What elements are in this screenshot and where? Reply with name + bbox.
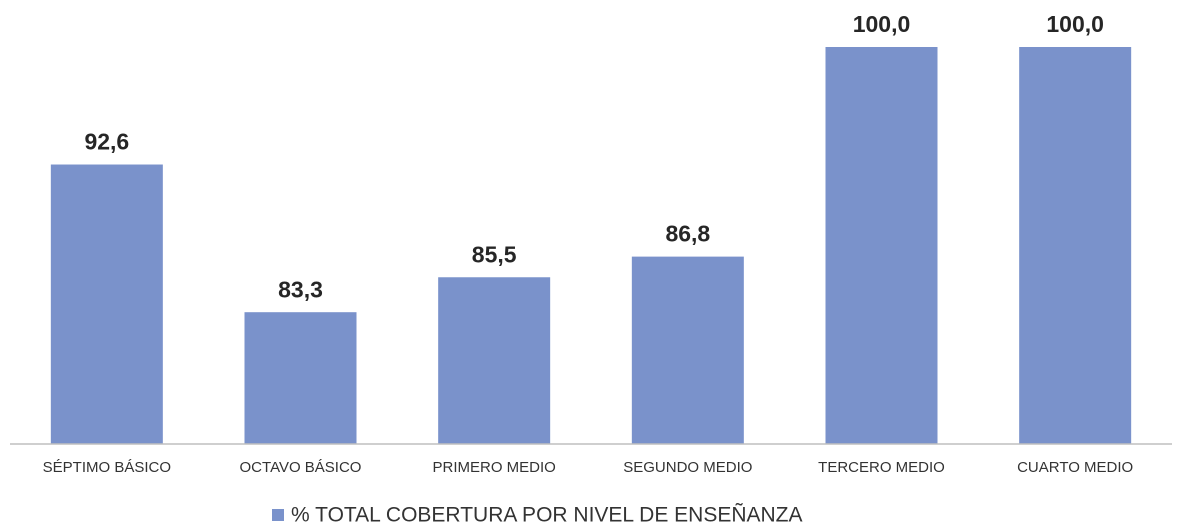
value-label: 92,6 bbox=[84, 129, 129, 155]
value-label: 83,3 bbox=[278, 276, 323, 302]
value-label: 100,0 bbox=[1046, 11, 1104, 37]
bar bbox=[631, 256, 744, 444]
legend-swatch bbox=[272, 509, 284, 521]
x-tick-label: SEGUNDO MEDIO bbox=[623, 459, 752, 476]
x-tick-label: SÉPTIMO BÁSICO bbox=[43, 459, 171, 476]
x-tick-label: OCTAVO BÁSICO bbox=[240, 459, 362, 476]
bar bbox=[50, 164, 163, 444]
bar bbox=[438, 277, 551, 444]
bar bbox=[825, 47, 938, 444]
bar bbox=[244, 312, 357, 444]
x-tick-label: CUARTO MEDIO bbox=[1017, 459, 1133, 476]
value-label: 86,8 bbox=[665, 221, 710, 247]
x-tick-label: PRIMERO MEDIO bbox=[432, 459, 555, 476]
bar bbox=[1019, 47, 1132, 444]
legend-label: % TOTAL COBERTURA POR NIVEL DE ENSEÑANZA bbox=[291, 503, 803, 527]
value-label: 100,0 bbox=[853, 11, 911, 37]
value-label: 85,5 bbox=[472, 241, 517, 267]
x-tick-label: TERCERO MEDIO bbox=[818, 459, 945, 476]
